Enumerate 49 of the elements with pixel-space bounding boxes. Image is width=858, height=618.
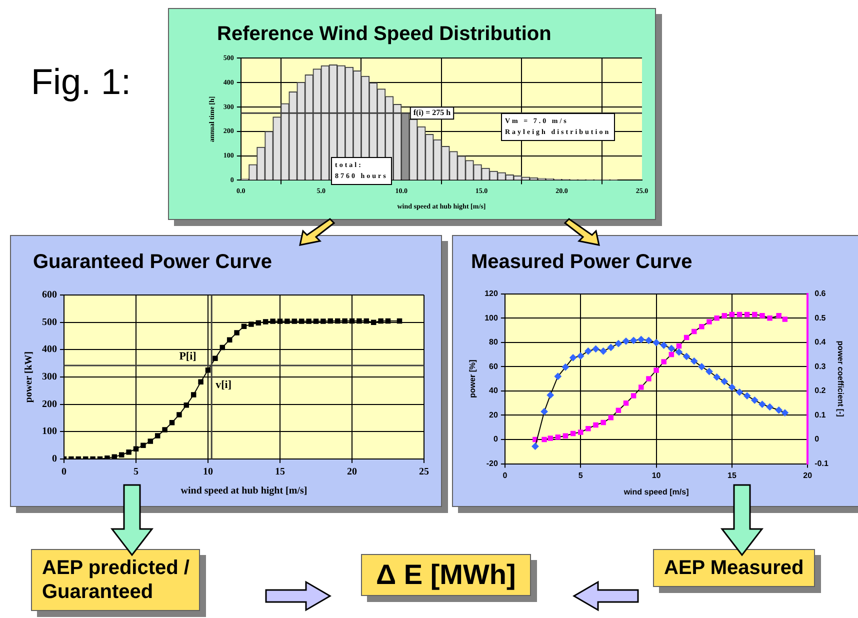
y-tick-label: 600 bbox=[42, 290, 57, 301]
y-tick-label: 300 bbox=[42, 372, 57, 383]
ref-line-label: f(i) = 275 h bbox=[413, 108, 452, 118]
y-tick-label: 0 bbox=[52, 454, 57, 465]
y2-tick-label: 0.2 bbox=[814, 386, 826, 396]
y-tick-label: 100 bbox=[484, 313, 498, 322]
y2-tick-label: -0.1 bbox=[814, 459, 829, 468]
chart-title: Reference Wind Speed Distribution bbox=[217, 23, 552, 46]
x-tick-label: 15 bbox=[275, 466, 285, 478]
x-tick-label: 0 bbox=[502, 470, 508, 480]
caption: Fig. 1: bbox=[31, 61, 132, 103]
chart-title: Guaranteed Power Curve bbox=[33, 251, 272, 274]
y-tick-label: 0 bbox=[493, 434, 498, 444]
y-tick-label: 20 bbox=[489, 410, 498, 420]
y2-tick-label: 0.1 bbox=[814, 410, 826, 420]
x-tick-label: 0 bbox=[62, 466, 66, 478]
x-tick-label: 20 bbox=[347, 466, 357, 478]
x-tick-label: 10 bbox=[652, 470, 662, 480]
text: AEP Measured bbox=[653, 549, 815, 587]
text: Δ E [MWh] bbox=[361, 554, 531, 596]
y-tick-label: 40 bbox=[489, 386, 498, 396]
y2-tick-label: 0.6 bbox=[814, 289, 826, 298]
ref-line-label: v[i] bbox=[216, 379, 232, 392]
x-tick-label: 5 bbox=[134, 466, 138, 478]
chart-title: Measured Power Curve bbox=[471, 251, 692, 274]
y-tick-label: 120 bbox=[484, 289, 498, 298]
x-tick-label: 10 bbox=[203, 466, 213, 478]
y2-tick-label: 0.4 bbox=[814, 338, 826, 347]
x-axis-title: wind speed at hub hight [m/s] bbox=[180, 486, 308, 497]
y-tick-label: 200 bbox=[42, 398, 57, 410]
y-tick-label: 60 bbox=[489, 362, 498, 371]
y2-axis-title: power coefficient [-] bbox=[836, 340, 845, 418]
y-tick-label: -20 bbox=[486, 459, 498, 468]
x-tick-label: 25 bbox=[419, 466, 429, 478]
y-tick-label: 100 bbox=[42, 426, 57, 438]
y2-tick-label: 0 bbox=[814, 434, 820, 444]
y-tick-label: 400 bbox=[42, 344, 57, 356]
x-tick-label: 5 bbox=[578, 470, 584, 480]
y-tick-label: 80 bbox=[489, 338, 498, 347]
ref-line-label: P[i] bbox=[179, 350, 196, 362]
text: AEP predicted / Guaranteed bbox=[31, 549, 200, 611]
y-axis-title: power [kW] bbox=[24, 351, 35, 403]
y-tick-label: 500 bbox=[42, 316, 57, 328]
y2-tick-label: 0.5 bbox=[814, 313, 826, 322]
y2-tick-label: 0.3 bbox=[814, 362, 826, 371]
y-axis-title: power [%] bbox=[468, 359, 478, 398]
x-axis-title: wind speed [m/s] bbox=[622, 487, 690, 496]
x-tick-label: 15 bbox=[727, 470, 737, 480]
x-tick-label: 20 bbox=[803, 470, 813, 480]
